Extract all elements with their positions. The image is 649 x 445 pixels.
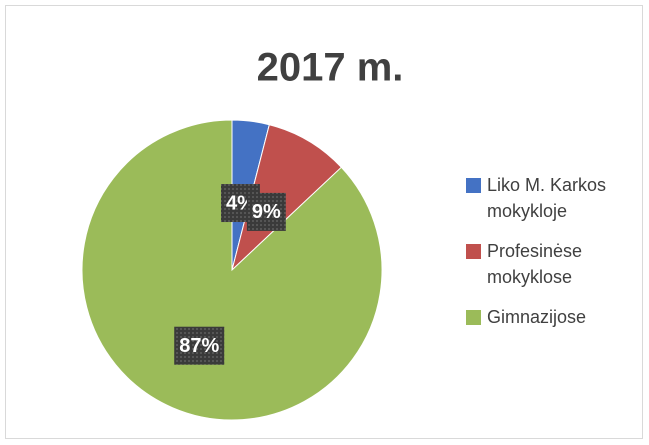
legend-label: Profesinėse mokyklose xyxy=(487,241,583,287)
legend-label: Gimnazijose xyxy=(487,307,587,327)
pie-slice xyxy=(81,119,383,421)
data-label-text: 87% xyxy=(179,335,219,357)
legend-item: Gimnazijose xyxy=(466,304,626,330)
legend-swatch xyxy=(466,178,481,193)
data-label-box xyxy=(246,192,286,231)
legend-item: Liko M. Karkos mokykloje xyxy=(466,172,626,224)
legend: Liko M. Karkos mokykloje Profesinėse moky… xyxy=(466,172,626,344)
data-label: 9% xyxy=(246,192,286,231)
pie-slice xyxy=(231,124,343,272)
data-label-text: 9% xyxy=(252,201,281,223)
data-label: 87% xyxy=(174,326,225,365)
legend-swatch xyxy=(466,244,481,259)
legend-swatch xyxy=(466,310,481,325)
data-label-box xyxy=(174,326,225,365)
legend-label: Liko M. Karkos mokykloje xyxy=(487,175,607,221)
chart-title: 2017 m. xyxy=(257,46,404,90)
legend-item: Profesinėse mokyklose xyxy=(466,238,626,290)
